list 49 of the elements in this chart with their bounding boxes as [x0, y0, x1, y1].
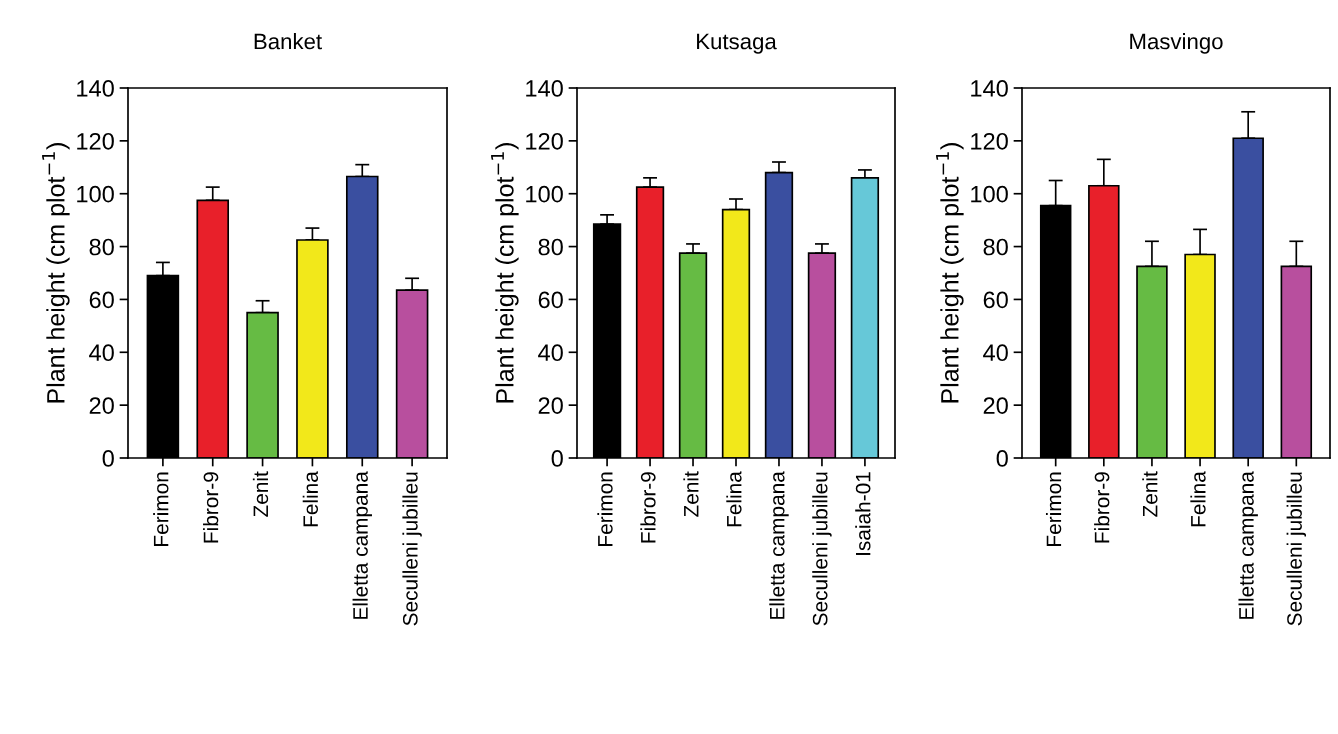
x-tick-label: Ferimon	[153, 472, 169, 546]
x-tick-label: Elletta campana	[352, 471, 372, 619]
y-axis-title: Plant height (cm plot$^{−1}$)	[936, 143, 964, 403]
x-tick-label: Zenit	[252, 471, 269, 517]
y-tick-label: 140	[77, 80, 114, 97]
y-tick-label: 20	[89, 397, 114, 414]
chart-title: Kutsaga	[697, 33, 777, 54]
y-tick-label: 80	[538, 238, 563, 256]
chart-title: Masvingo	[1130, 33, 1223, 54]
y-tick-label: 100	[526, 185, 563, 203]
x-tick-label: Isaiah-01	[855, 472, 871, 555]
y-tick-label: 140	[971, 80, 1008, 97]
x-tick-label: Ferimon	[597, 472, 613, 546]
x-tick-label: Fibror-9	[203, 472, 219, 543]
y-tick-label: 40	[983, 344, 1008, 362]
x-tick-label: Seculleni jubilleu	[812, 472, 832, 626]
x-tick-label: Fibror-9	[640, 472, 656, 543]
x-tick-label: Felina	[726, 471, 742, 527]
x-tick-label: Seculleni jubilleu	[402, 472, 422, 626]
y-tick-label: 120	[971, 132, 1008, 150]
x-tick-label: Zenit	[1142, 471, 1158, 517]
y-tick-label: 0	[102, 450, 114, 467]
y-axis-title: Plant height (cm plot$^{−1}$)	[491, 143, 519, 403]
y-tick-label: 60	[538, 291, 563, 309]
x-tick-label: Fibror-9	[1094, 472, 1110, 543]
y-tick-label: 100	[77, 185, 114, 203]
x-tick-label: Seculleni jubilleu	[1286, 472, 1307, 626]
x-tick-label: Felina	[1190, 471, 1206, 527]
y-tick-label: 60	[983, 291, 1008, 309]
y-tick-label: 100	[971, 185, 1008, 203]
x-tick-label: Ferimon	[1045, 472, 1062, 546]
y-tick-label: 0	[996, 450, 1008, 467]
x-tick-label: Zenit	[683, 471, 699, 517]
y-tick-label: 80	[89, 238, 114, 256]
y-tick-label: 60	[89, 291, 114, 309]
y-tick-label: 140	[526, 80, 563, 97]
y-tick-label: 20	[538, 397, 563, 414]
y-tick-label: 40	[89, 344, 114, 362]
x-tick-label: Elletta campana	[769, 471, 789, 619]
y-tick-label: 0	[551, 450, 563, 467]
y-tick-label: 80	[983, 238, 1008, 256]
y-tick-label: 20	[983, 397, 1008, 414]
chart-title: Banket	[254, 33, 322, 50]
y-tick-label: 120	[526, 132, 563, 150]
x-tick-label: Felina	[302, 471, 319, 527]
x-tick-label: Elletta campana	[1238, 471, 1258, 619]
y-axis-title: Plant height (cm plot$^{−1}$)	[42, 143, 70, 403]
y-tick-label: 120	[77, 132, 114, 150]
y-tick-label: 40	[538, 344, 563, 362]
